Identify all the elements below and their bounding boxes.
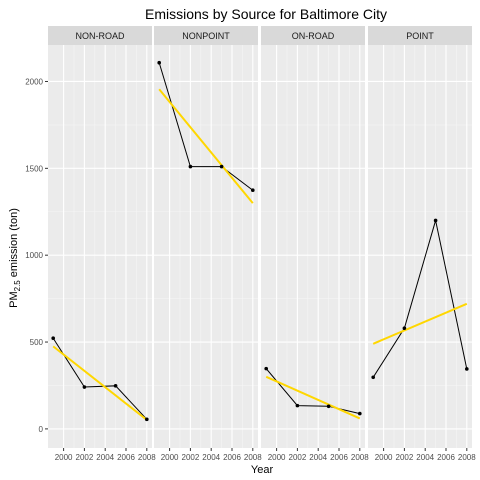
series-line <box>158 62 254 191</box>
data-point <box>113 384 118 388</box>
trend-line <box>158 88 254 204</box>
x-tick-label: 2006 <box>117 453 135 462</box>
series-line <box>372 220 468 378</box>
data-point <box>51 336 55 341</box>
x-tick-label: 2002 <box>396 453 414 462</box>
y-axis-title-subscript: 2.5 <box>13 280 22 292</box>
x-axis-title: Year <box>251 464 274 476</box>
data-point <box>433 218 438 223</box>
y-tick-label: 1500 <box>25 164 43 173</box>
x-tick-label: 2006 <box>330 453 348 462</box>
x-tick-label: 2002 <box>182 453 200 462</box>
data-point <box>145 417 149 422</box>
y-axis-title-prefix: PM <box>8 291 20 308</box>
facet-strip-label: POINT <box>406 31 434 41</box>
x-tick-label: 2000 <box>375 453 393 462</box>
x-tick-label: 2002 <box>289 453 307 462</box>
panel-background <box>48 45 152 448</box>
x-tick-label: 2008 <box>458 453 476 462</box>
data-point <box>465 367 469 371</box>
y-axis-title-suffix: emission (ton) <box>8 208 20 280</box>
facet-strip-label: NONPOINT <box>182 31 230 41</box>
facet-panel-non-road: NON-ROAD 2000 2002 2004 2006 2008 <box>48 26 156 462</box>
data-point <box>358 411 362 416</box>
panel-background <box>368 45 472 448</box>
x-tick-label: 2002 <box>76 453 94 462</box>
series-line <box>265 368 360 415</box>
x-tick-label: 2008 <box>351 453 369 462</box>
data-point <box>82 385 87 389</box>
x-tick-label: 2000 <box>161 453 179 462</box>
y-tick-label: 1000 <box>25 251 43 260</box>
x-tick-label: 2006 <box>437 453 455 462</box>
facet-strip <box>261 26 365 45</box>
data-point <box>188 164 193 169</box>
panel-background <box>261 45 365 448</box>
facet-panel-on-road: ON-ROAD 2000 2002 2004 2006 2008 <box>261 26 369 462</box>
y-axis-title: PM2.5 emission (ton) <box>8 208 22 308</box>
x-tick-label: 2006 <box>223 453 241 462</box>
facet-strip <box>154 26 258 45</box>
facet-panel-nonpoint: NONPOINT 2000 2002 2004 2006 2008 <box>154 26 262 462</box>
trend-line <box>52 345 148 421</box>
x-tick-label: 2008 <box>138 453 156 462</box>
data-point <box>326 404 331 409</box>
y-axis: 0 500 1000 1500 2000 <box>25 77 48 434</box>
facet-panel-point: POINT 2000 2002 2004 2006 2008 <box>368 26 476 462</box>
facet-strip <box>48 26 152 45</box>
x-tick-label: 2004 <box>416 453 434 462</box>
data-point <box>371 375 376 380</box>
data-point <box>219 164 224 169</box>
y-tick-label: 500 <box>30 338 44 347</box>
x-tick-label: 2000 <box>55 453 73 462</box>
chart-title: Emissions by Source for Baltimore City <box>145 6 387 22</box>
data-point <box>295 403 300 408</box>
data-point <box>264 366 269 371</box>
x-tick-label: 2004 <box>309 453 327 462</box>
trend-line <box>372 302 468 345</box>
data-point <box>251 188 255 193</box>
data-point <box>402 326 407 330</box>
y-tick-label: 0 <box>39 425 44 434</box>
series-line <box>52 337 148 420</box>
trend-line <box>265 375 361 420</box>
x-tick-label: 2008 <box>244 453 262 462</box>
facet-strip-label: ON-ROAD <box>292 31 335 41</box>
y-tick-label: 2000 <box>25 77 43 86</box>
facet-strip-label: NON-ROAD <box>76 31 125 41</box>
panel-background <box>154 45 258 448</box>
x-tick-label: 2000 <box>268 453 286 462</box>
x-tick-label: 2004 <box>96 453 114 462</box>
data-point <box>157 60 161 65</box>
facet-strip <box>368 26 472 45</box>
x-tick-label: 2004 <box>202 453 220 462</box>
